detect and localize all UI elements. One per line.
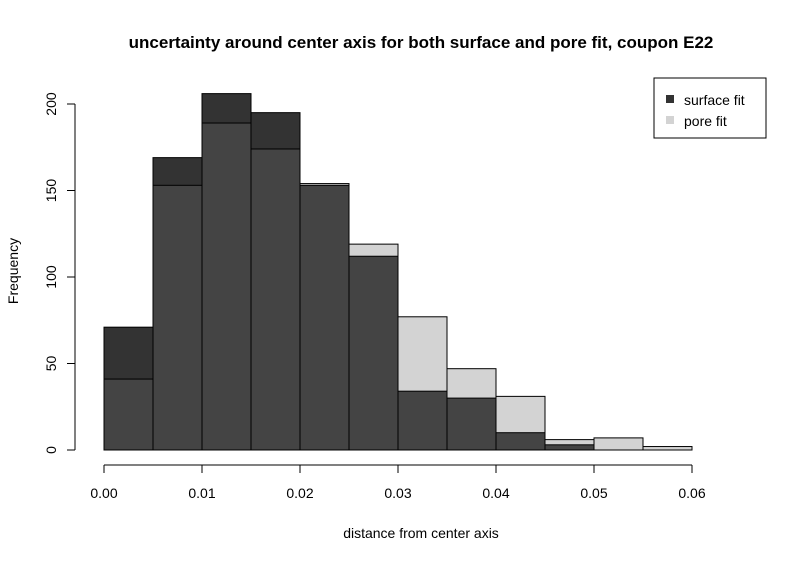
y-tick-label-1: 50 (43, 356, 59, 372)
bar-overlap-4 (299, 184, 350, 451)
x-tick-label-5: 0.05 (580, 485, 607, 501)
x-tick-label-4: 0.04 (482, 485, 509, 501)
y-tick-label-4: 200 (43, 92, 59, 116)
y-axis-label: Frequency (5, 238, 21, 304)
y-tick-label-3: 150 (43, 179, 59, 203)
bar-overlap-0 (103, 378, 154, 451)
legend: surface fit pore fit (653, 77, 767, 139)
bar-excess-10 (593, 437, 644, 451)
x-tick-label-0: 0.00 (90, 485, 117, 501)
legend-label-pore-fit: pore fit (684, 113, 727, 129)
bar-overlap-6 (397, 390, 448, 451)
y-axis: 0 50 100 150 200 (43, 92, 76, 454)
bar-overlap-7 (446, 397, 497, 451)
bar-overlap-9 (544, 444, 595, 451)
x-tick-label-2: 0.02 (286, 485, 313, 501)
bar-overlap-3 (250, 148, 301, 451)
y-tick-label-0: 0 (43, 446, 59, 454)
bar-overlap-5 (348, 255, 399, 451)
legend-label-surface-fit: surface fit (684, 92, 745, 108)
x-axis-label: distance from center axis (343, 525, 499, 541)
x-axis: 0.00 0.01 0.02 0.03 0.04 0.05 0.06 (90, 464, 706, 501)
chart-title: uncertainty around center axis for both … (129, 33, 714, 52)
x-tick-label-6: 0.06 (678, 485, 705, 501)
y-tick-label-2: 100 (43, 265, 59, 289)
x-tick-label-1: 0.01 (188, 485, 215, 501)
bar-excess-11 (642, 446, 693, 451)
legend-swatch-pore-fit (666, 116, 674, 124)
bar-overlap-2 (201, 122, 252, 451)
x-tick-label-3: 0.03 (384, 485, 411, 501)
legend-box (653, 77, 767, 139)
bar-overlap-1 (152, 184, 203, 451)
bars-group (103, 93, 693, 451)
legend-swatch-surface-fit (666, 95, 674, 103)
bar-overlap-8 (495, 432, 546, 451)
